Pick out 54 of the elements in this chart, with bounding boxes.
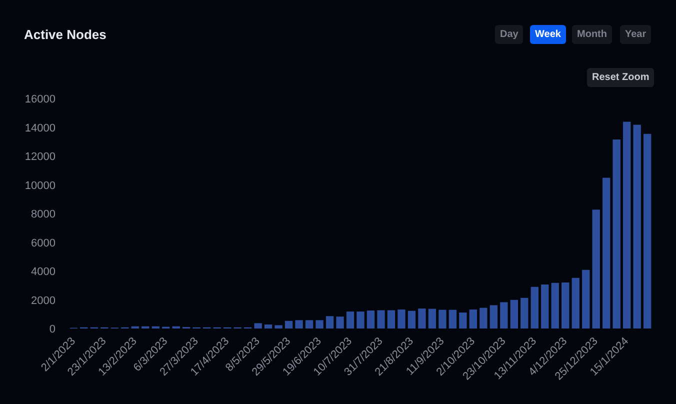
text: Month — [572, 25, 612, 44]
bar — [551, 282, 559, 328]
bar — [469, 310, 478, 328]
bar — [264, 324, 272, 328]
y-tick-label: 4000 — [31, 266, 56, 278]
text: Year — [620, 25, 652, 44]
bar — [623, 122, 631, 328]
bar — [612, 139, 620, 328]
bar — [459, 312, 467, 328]
text: Reset Zoom — [587, 68, 654, 87]
y-tick-label: 2000 — [31, 294, 56, 307]
bar — [377, 310, 385, 328]
bar — [448, 310, 457, 328]
bar — [284, 320, 293, 328]
bar — [254, 323, 262, 328]
bar — [480, 308, 488, 328]
text: Week — [530, 25, 566, 44]
bar — [408, 310, 416, 328]
bar — [520, 298, 528, 328]
bar — [438, 310, 446, 328]
bar — [530, 286, 538, 328]
bar — [510, 300, 518, 328]
bar — [572, 278, 580, 328]
bar — [326, 316, 334, 328]
bar — [316, 320, 324, 328]
bar — [582, 270, 590, 328]
bar — [305, 320, 314, 328]
chart-title: Active Nodes — [24, 27, 106, 42]
bar — [366, 310, 375, 328]
y-tick-label: 16000 — [24, 94, 56, 106]
bar — [500, 302, 508, 328]
y-tick-label: 8000 — [31, 208, 56, 220]
bar — [295, 320, 303, 328]
bar — [387, 310, 396, 328]
bar — [336, 316, 344, 328]
bar — [633, 124, 641, 328]
bar — [346, 312, 354, 328]
bar — [428, 308, 436, 328]
bar — [398, 310, 406, 328]
bar — [592, 210, 600, 328]
y-tick-label: 6000 — [31, 237, 56, 250]
y-tick-label: 14000 — [24, 122, 56, 134]
text: Day — [495, 25, 524, 44]
bar — [356, 312, 364, 328]
y-tick-label: 0 — [49, 324, 56, 336]
bar — [490, 305, 498, 328]
bar — [274, 325, 282, 328]
bar — [418, 308, 426, 328]
bar — [541, 284, 549, 328]
bar — [643, 134, 652, 328]
y-tick-label: 10000 — [24, 180, 56, 192]
bar — [602, 178, 610, 328]
y-tick-label: 12000 — [24, 151, 56, 163]
bar — [562, 282, 570, 328]
